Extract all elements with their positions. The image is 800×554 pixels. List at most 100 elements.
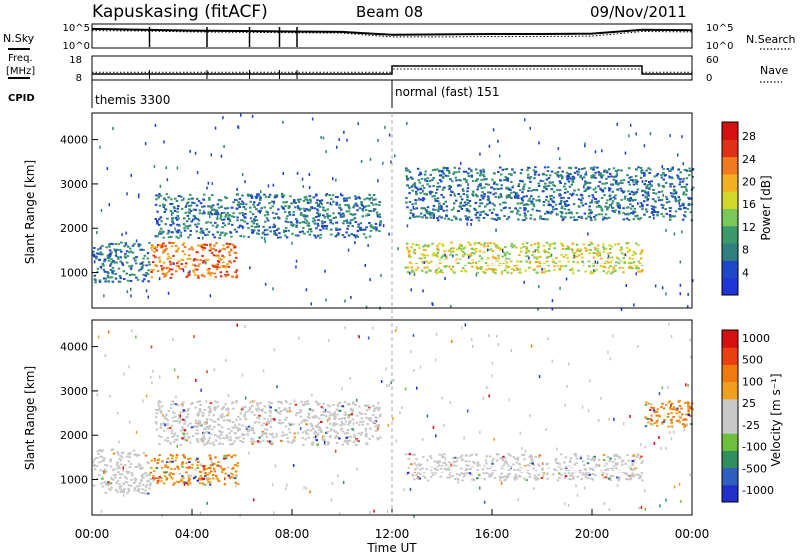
heatmap-cell: [175, 250, 178, 253]
heatmap-cell: [445, 205, 449, 208]
heatmap-cell: [222, 415, 226, 418]
heatmap-cell: [140, 492, 144, 494]
heatmap-cell: [265, 421, 269, 424]
heatmap-cell: [322, 414, 325, 416]
heatmap-cell: [510, 210, 513, 213]
heatmap-noise: [585, 171, 587, 175]
heatmap-cell: [326, 212, 329, 215]
heatmap-noise: [205, 399, 208, 403]
heatmap-cell: [359, 228, 362, 231]
heatmap-cell: [311, 443, 314, 446]
heatmap-noise: [491, 374, 493, 378]
heatmap-cell: [436, 244, 439, 247]
heatmap-cell: [405, 201, 408, 204]
heatmap-noise: [145, 289, 148, 293]
heatmap-cell: [332, 429, 336, 432]
heatmap-cell: [314, 194, 318, 197]
heatmap-cell: [547, 200, 550, 203]
heatmap-cell: [480, 202, 484, 205]
heatmap-cell: [193, 258, 197, 260]
heatmap-cell: [650, 406, 653, 409]
heatmap-cell: [257, 233, 260, 235]
heatmap-cell: [572, 216, 576, 219]
heatmap-cell: [181, 268, 184, 271]
heatmap-cell: [353, 213, 357, 216]
date-label: 09/Nov/2011: [590, 3, 687, 21]
heatmap-cell: [134, 465, 138, 468]
heatmap-cell: [458, 218, 462, 221]
heatmap-cell: [107, 253, 111, 256]
heatmap-cell: [104, 464, 107, 466]
heatmap-cell: [550, 199, 554, 202]
heatmap-cell: [474, 193, 478, 196]
heatmap-noise: [482, 396, 485, 400]
heatmap-cell: [139, 268, 143, 271]
heatmap-cell: [229, 476, 232, 479]
heatmap-cell: [292, 423, 295, 426]
heatmap-noise: [587, 232, 589, 236]
heatmap-cell: [250, 411, 254, 414]
heatmap-cell: [602, 476, 605, 479]
heatmap-cell: [415, 262, 418, 265]
heatmap-cell: [458, 473, 462, 476]
heatmap-cell: [314, 215, 318, 218]
heatmap-cell: [507, 469, 511, 471]
heatmap-cell: [335, 203, 338, 206]
heatmap-cell: [588, 466, 591, 469]
heatmap-noise: [173, 368, 176, 372]
heatmap-noise: [617, 188, 620, 191]
heatmap-cell: [159, 410, 163, 412]
heatmap-cell: [155, 264, 158, 267]
heatmap-cell: [620, 248, 624, 251]
heatmap-cell: [308, 195, 312, 198]
heatmap-cell: [564, 203, 567, 205]
heatmap-cell: [378, 201, 381, 203]
heatmap-cell: [537, 251, 540, 254]
heatmap-cell: [419, 192, 422, 194]
heatmap-cell: [537, 244, 541, 247]
heatmap-cell: [119, 455, 123, 458]
heatmap-cell: [282, 194, 286, 197]
heatmap-cell: [444, 200, 447, 203]
heatmap-cell: [628, 266, 631, 269]
heatmap-cell: [136, 278, 140, 281]
heatmap-cell: [235, 230, 238, 233]
heatmap-cell: [602, 459, 606, 462]
heatmap-cell: [344, 432, 347, 435]
heatmap-cell: [595, 202, 599, 205]
heatmap-cell: [271, 211, 275, 214]
heatmap-cell: [93, 463, 96, 466]
heatmap-cell: [603, 182, 607, 185]
heatmap-cell: [160, 466, 164, 469]
heatmap-cell: [603, 266, 607, 269]
heatmap-cell: [586, 186, 590, 189]
heatmap-cell: [238, 206, 241, 208]
heatmap-cell: [201, 255, 204, 257]
heatmap-cell: [149, 471, 153, 474]
heatmap-cell: [218, 236, 221, 239]
heatmap-cell: [528, 262, 531, 265]
heatmap-cell: [216, 260, 220, 262]
heatmap-noise: [344, 326, 346, 330]
heatmap-cell: [194, 217, 197, 219]
heatmap-cell: [244, 212, 247, 215]
heatmap-cell: [346, 221, 349, 224]
heatmap-noise: [547, 337, 549, 341]
heatmap-noise: [581, 177, 584, 181]
heatmap-cell: [236, 483, 240, 486]
heatmap-cell: [408, 171, 412, 173]
heatmap-cell: [250, 437, 253, 440]
heatmap-cell: [476, 188, 479, 191]
heatmap-cell: [610, 474, 613, 477]
heatmap-cell: [186, 416, 189, 419]
heatmap-cell: [437, 200, 440, 203]
heatmap-noise: [342, 480, 345, 484]
heatmap-cell: [627, 250, 631, 253]
heatmap-cell: [677, 196, 681, 199]
heatmap-cell: [567, 180, 571, 183]
heatmap-cell: [530, 189, 533, 192]
heatmap-noise: [262, 369, 265, 373]
heatmap-cell: [166, 457, 169, 460]
heatmap-noise: [419, 365, 422, 369]
velocity-colorbar-band: [722, 433, 738, 451]
